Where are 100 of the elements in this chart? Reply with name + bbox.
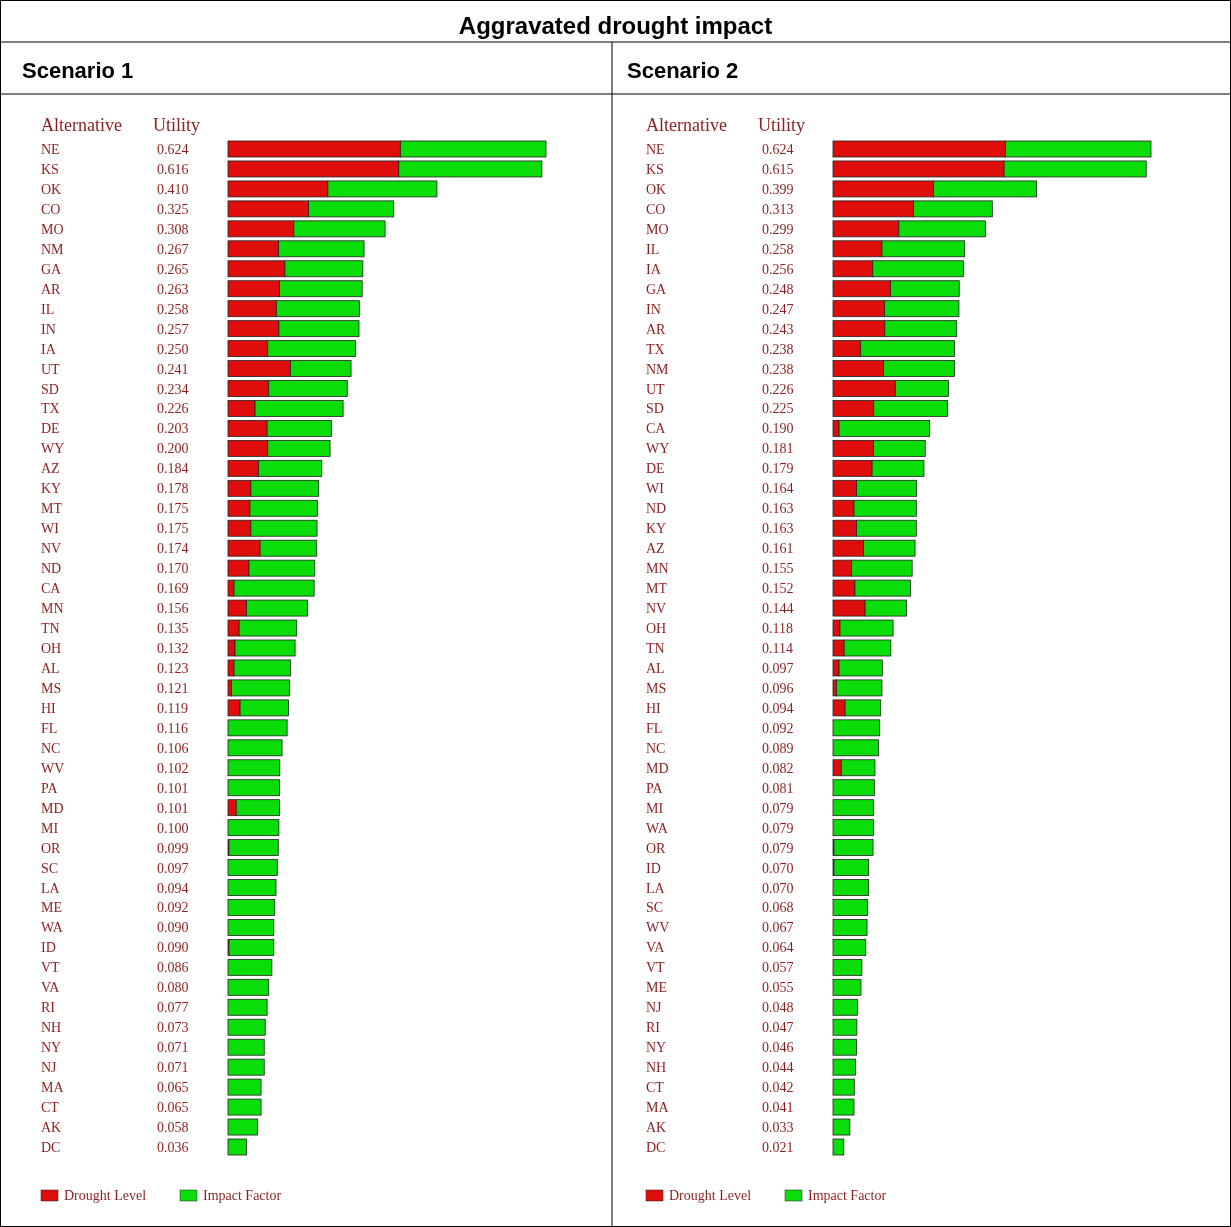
y-tick-label: MN: [41, 601, 64, 617]
text: 0.081: [762, 780, 794, 796]
y-tick-label: RI: [646, 1020, 661, 1036]
y-tick-label: LA: [41, 880, 61, 896]
text: 0.079: [762, 800, 794, 816]
legend-label: Drought Level: [64, 1188, 147, 1203]
text: 0.258: [762, 241, 794, 257]
y-tick-label: WV: [41, 760, 65, 776]
text: 0.175: [157, 501, 189, 517]
y-tick-label: OK: [41, 181, 62, 197]
text: 0.101: [157, 780, 189, 796]
text: 0.135: [157, 621, 189, 637]
text: 0.615: [762, 161, 794, 177]
y-tick-label: MT: [41, 501, 63, 517]
y-tick-label: AR: [41, 281, 62, 297]
text: 0.021: [762, 1140, 794, 1155]
text: 0.092: [157, 900, 189, 916]
text: 0.152: [762, 581, 794, 597]
y-tick-label: CA: [646, 421, 667, 437]
y-tick-label: HI: [41, 700, 57, 716]
text: 0.203: [157, 421, 189, 437]
text: 0.067: [762, 920, 794, 936]
text: 0.234: [157, 381, 189, 397]
text: 0.308: [157, 221, 189, 237]
y-tick-label: WY: [41, 441, 65, 457]
text: 0.092: [762, 720, 794, 736]
y-tick-label: DE: [646, 461, 665, 477]
text: 0.174: [157, 541, 189, 557]
text: 0.065: [157, 1100, 189, 1116]
text: 0.099: [157, 840, 189, 856]
x-axis-title: Utility: [758, 115, 806, 135]
y-tick-label: VA: [646, 940, 666, 956]
y-tick-label: MT: [646, 581, 668, 597]
text: 0.064: [762, 940, 794, 956]
text: 0.226: [157, 401, 189, 417]
text: 0.200: [157, 441, 189, 457]
y-tick-label: TN: [41, 621, 60, 637]
text: 0.086: [157, 960, 189, 976]
y-tick-label: AL: [646, 660, 665, 676]
text: 0.163: [762, 501, 794, 517]
text: 0.169: [157, 581, 189, 597]
text: 0.065: [157, 1080, 189, 1096]
text: 0.225: [762, 401, 794, 417]
y-tick-label: DE: [41, 421, 60, 437]
legend-label: Impact Factor: [808, 1188, 887, 1203]
y-tick-label: DC: [646, 1140, 666, 1155]
text: 0.163: [762, 521, 794, 537]
text: 0.238: [762, 361, 794, 377]
y-tick-label: OR: [646, 840, 667, 856]
text: 0.265: [157, 261, 189, 277]
y-tick-label: NV: [646, 601, 667, 617]
text: 0.256: [762, 261, 794, 277]
y-tick-label: NC: [41, 740, 61, 756]
text: 0.070: [762, 880, 794, 896]
text: 0.399: [762, 181, 794, 197]
text: 0.071: [157, 1060, 189, 1076]
text: 0.144: [762, 601, 794, 617]
text: 0.046: [762, 1040, 794, 1056]
text: 0.033: [762, 1120, 794, 1136]
text: 0.257: [157, 321, 189, 337]
text: 0.096: [762, 680, 794, 696]
text: 0.073: [157, 1020, 189, 1036]
y-tick-label: NM: [41, 241, 65, 257]
text: 0.248: [762, 281, 794, 297]
y-tick-label: IN: [41, 321, 56, 337]
y-tick-label: MA: [41, 1080, 65, 1096]
text: 0.101: [157, 800, 189, 816]
text: 0.070: [762, 860, 794, 876]
y-tick-label: IL: [41, 301, 55, 317]
y-tick-label: TN: [646, 641, 665, 656]
text: 0.258: [157, 301, 189, 317]
text: 0.155: [762, 561, 794, 577]
y-tick-label: KS: [646, 161, 664, 177]
y-tick-label: NE: [41, 142, 60, 157]
y-tick-label: AK: [646, 1120, 667, 1136]
y-tick-label: OR: [41, 840, 62, 856]
text: 0.226: [762, 381, 794, 397]
y-tick-label: NM: [646, 361, 670, 377]
y-tick-label: ID: [41, 940, 56, 956]
y-tick-label: KS: [41, 161, 59, 177]
y-tick-label: WA: [41, 920, 64, 936]
y-tick-label: NH: [41, 1020, 62, 1036]
y-tick-label: SC: [41, 860, 59, 876]
text: 0.123: [157, 660, 189, 676]
text: 0.042: [762, 1080, 794, 1096]
text: 0.079: [762, 840, 794, 856]
x-axis-title: Utility: [153, 115, 201, 135]
text: 0.164: [762, 481, 794, 497]
text: 0.114: [762, 641, 793, 656]
y-tick-label: IA: [646, 261, 662, 277]
text: 0.190: [762, 421, 794, 437]
y-tick-label: MN: [646, 561, 669, 577]
y-axis-title: Alternative: [646, 115, 727, 135]
y-tick-label: RI: [41, 1000, 56, 1016]
text: 0.624: [157, 142, 189, 157]
y-tick-label: MA: [646, 1100, 670, 1116]
y-tick-label: OH: [41, 641, 62, 656]
text: 0.055: [762, 980, 794, 996]
chart-subtitle: Scenario 2: [627, 58, 739, 83]
text: 0.100: [157, 820, 189, 836]
